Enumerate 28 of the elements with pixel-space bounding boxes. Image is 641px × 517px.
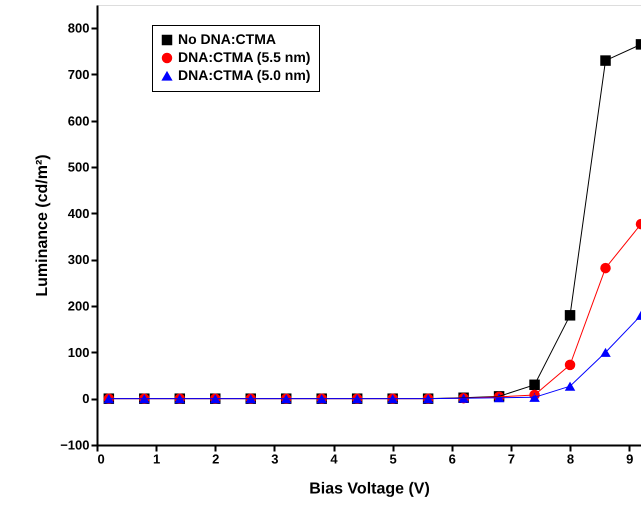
x-tick-label: 5: [390, 452, 397, 466]
y-axis-title: Luminance (cd/m²): [34, 154, 52, 297]
y-tick-label: 500: [68, 160, 90, 175]
y-tick-label: 200: [68, 298, 90, 314]
point: [600, 55, 611, 66]
y-tick-label: 0: [82, 391, 90, 406]
x-tick-label: 8: [566, 452, 574, 466]
legend-label: DNA:CTMA (5.0 nm): [178, 67, 310, 83]
x-tick-label: 9: [626, 452, 634, 466]
y-tick-label: 400: [68, 206, 90, 221]
legend-label: No DNA:CTMA: [178, 31, 276, 47]
y-tick-label: 100: [68, 344, 90, 360]
y-tick-label: 700: [68, 66, 90, 82]
x-tick-label: 1: [153, 452, 160, 466]
x-tick-label: 4: [330, 452, 338, 466]
x-tick-label: 0: [98, 452, 105, 466]
x-tick-label: 6: [448, 452, 456, 466]
point: [564, 310, 576, 321]
legend-label: DNA:CTMA (5.5 nm): [178, 49, 310, 65]
x-tick-label: 2: [212, 452, 220, 466]
y-tick-label: 600: [68, 113, 90, 128]
y-tick-label: −100: [60, 438, 90, 452]
x-tick-label: 7: [508, 452, 516, 466]
y-tick-label: 300: [68, 252, 90, 268]
y-tick-label: 800: [68, 20, 90, 36]
x-tick-label: 3: [271, 452, 279, 466]
x-axis-title: Bias Voltage (V): [309, 480, 430, 498]
point: [529, 380, 540, 390]
